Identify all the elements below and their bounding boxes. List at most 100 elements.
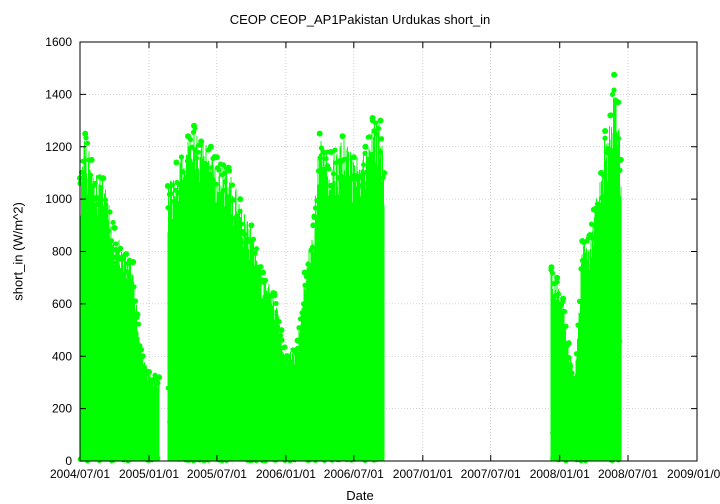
y-tick-label: 1200 — [45, 140, 72, 154]
data-point — [113, 241, 119, 247]
data-point — [273, 300, 279, 307]
data-point — [284, 353, 291, 360]
data-point — [101, 205, 107, 211]
data-point — [371, 128, 377, 134]
data-point — [347, 293, 353, 298]
data-point — [183, 174, 189, 181]
data-point — [312, 205, 319, 211]
data-point — [191, 279, 196, 285]
data-point — [615, 135, 622, 141]
data-point — [245, 404, 250, 410]
data-point — [282, 344, 288, 350]
data-point — [88, 156, 95, 163]
data-point — [270, 349, 276, 355]
data-point — [551, 455, 557, 461]
data-point — [92, 180, 98, 187]
data-point — [198, 232, 204, 238]
data-point — [331, 428, 336, 434]
data-point — [169, 182, 176, 188]
data-point — [364, 324, 369, 329]
data-point — [237, 196, 244, 203]
data-point — [566, 355, 572, 361]
data-point — [224, 217, 229, 223]
data-point — [362, 150, 368, 156]
data-point — [234, 356, 240, 362]
data-point — [204, 392, 210, 398]
data-point — [197, 435, 202, 441]
data-point — [575, 322, 581, 328]
data-point — [353, 443, 359, 449]
data-point — [206, 457, 211, 463]
data-point — [83, 305, 89, 311]
data-point — [356, 384, 362, 390]
data-point — [231, 197, 237, 203]
data-point — [190, 129, 197, 135]
data-point — [554, 274, 561, 281]
data-point — [380, 175, 386, 181]
data-point — [607, 112, 614, 119]
data-point — [87, 172, 94, 178]
data-point — [137, 343, 143, 349]
data-point — [242, 307, 247, 312]
data-point — [184, 158, 191, 164]
y-tick-label: 800 — [52, 245, 72, 259]
data-point — [279, 370, 285, 376]
data-point — [104, 220, 110, 226]
data-point — [125, 355, 131, 360]
data-point — [123, 269, 130, 275]
data-point — [599, 195, 605, 201]
data-point — [593, 456, 599, 462]
data-point — [276, 318, 282, 325]
data-point — [323, 155, 329, 162]
data-point — [236, 456, 241, 461]
data-point — [277, 332, 284, 339]
data-point — [258, 450, 264, 456]
data-point — [222, 179, 228, 185]
data-point — [105, 228, 112, 234]
data-point — [200, 356, 205, 362]
data-point — [327, 148, 334, 155]
data-point — [560, 295, 567, 302]
data-point — [225, 193, 231, 200]
data-point — [198, 138, 205, 145]
data-point — [210, 358, 216, 363]
data-point — [575, 398, 581, 404]
data-point — [369, 114, 376, 121]
data-point — [181, 179, 188, 185]
data-point — [135, 321, 142, 327]
data-point — [293, 350, 299, 356]
data-point — [186, 163, 192, 170]
data-point — [597, 169, 604, 176]
data-point — [591, 222, 598, 228]
data-point — [207, 171, 213, 177]
data-point — [294, 337, 301, 344]
chart-title: CEOP CEOP_AP1Pakistan Urdukas short_in — [229, 12, 491, 27]
data-point — [341, 364, 347, 370]
data-point — [213, 393, 219, 398]
data-point — [353, 176, 359, 182]
data-point — [548, 264, 555, 271]
data-point — [310, 411, 315, 417]
series-segment — [164, 122, 291, 464]
data-point — [265, 299, 272, 305]
data-point — [149, 457, 155, 463]
data-point — [221, 187, 226, 193]
data-point — [310, 222, 317, 229]
data-point — [611, 87, 617, 93]
data-point — [252, 417, 258, 423]
data-point — [361, 162, 366, 168]
data-point — [611, 71, 618, 78]
y-tick-label: 0 — [65, 454, 72, 468]
data-point — [207, 143, 214, 150]
data-point — [119, 392, 125, 398]
data-point — [326, 438, 332, 444]
data-point — [271, 290, 278, 297]
data-point — [294, 345, 301, 352]
data-point — [110, 219, 116, 226]
data-point — [148, 386, 153, 392]
data-point — [225, 164, 232, 171]
data-point — [338, 236, 344, 242]
data-point — [165, 385, 171, 391]
data-point — [326, 166, 332, 172]
data-point — [104, 446, 110, 452]
